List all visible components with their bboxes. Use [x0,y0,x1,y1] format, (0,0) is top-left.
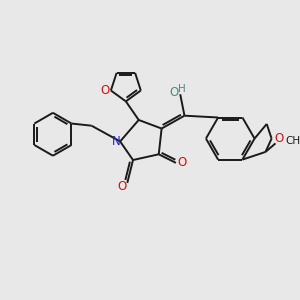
Text: CH: CH [286,136,300,146]
Text: H: H [178,83,185,94]
Text: O: O [169,86,178,99]
Text: N: N [112,135,121,148]
Text: O: O [100,84,109,97]
Text: O: O [118,180,127,193]
Text: O: O [274,132,283,145]
Text: O: O [178,156,187,170]
